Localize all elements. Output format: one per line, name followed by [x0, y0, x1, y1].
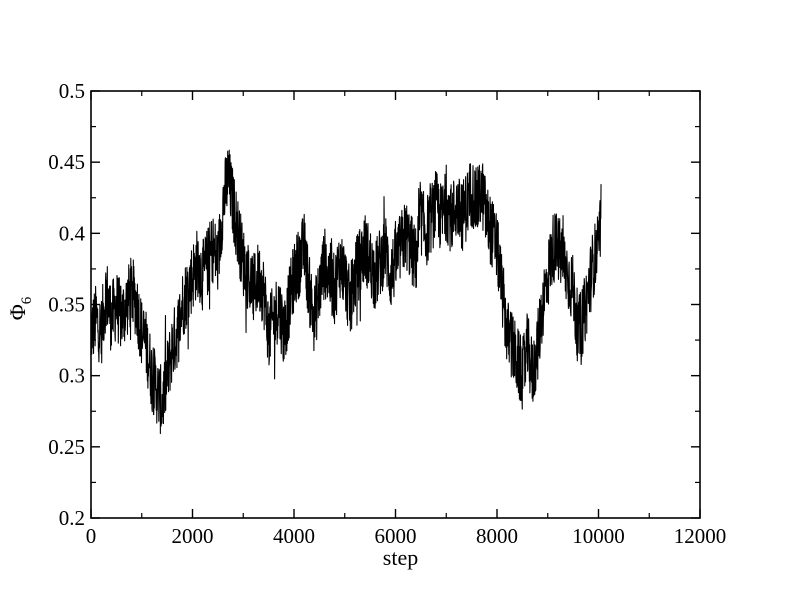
- y-tick-label: 0.5: [59, 79, 85, 103]
- y-tick-label: 0.2: [59, 506, 85, 530]
- x-tick-label: 6000: [375, 524, 417, 548]
- x-tick-label: 0: [86, 524, 97, 548]
- x-axis-title: step: [383, 545, 418, 570]
- x-tick-label: 10000: [572, 524, 625, 548]
- series-line: [90, 149, 602, 435]
- labels-layer: 0 2000 4000 6000 8000 10000 12000 0.2 0.25 0.3 0.3…: [48, 79, 726, 548]
- y-axis-title-subscript: 6: [19, 296, 35, 304]
- x-tick-label: 4000: [273, 524, 315, 548]
- x-tick-label: 8000: [476, 524, 518, 548]
- y-tick-label: 0.25: [48, 435, 85, 459]
- x-tick-label: 2000: [172, 524, 214, 548]
- plot-frame: [90, 90, 701, 519]
- y-tick-label: 0.45: [48, 150, 85, 174]
- series-layer: [90, 149, 602, 435]
- y-tick-label: 0.4: [59, 221, 86, 245]
- x-tick-label: 12000: [674, 524, 727, 548]
- y-axis-title: Φ6: [5, 296, 35, 320]
- y-tick-label: 0.3: [59, 364, 85, 388]
- y-tick-label: 0.35: [48, 293, 85, 317]
- y-axis-title-symbol: Φ: [5, 304, 30, 320]
